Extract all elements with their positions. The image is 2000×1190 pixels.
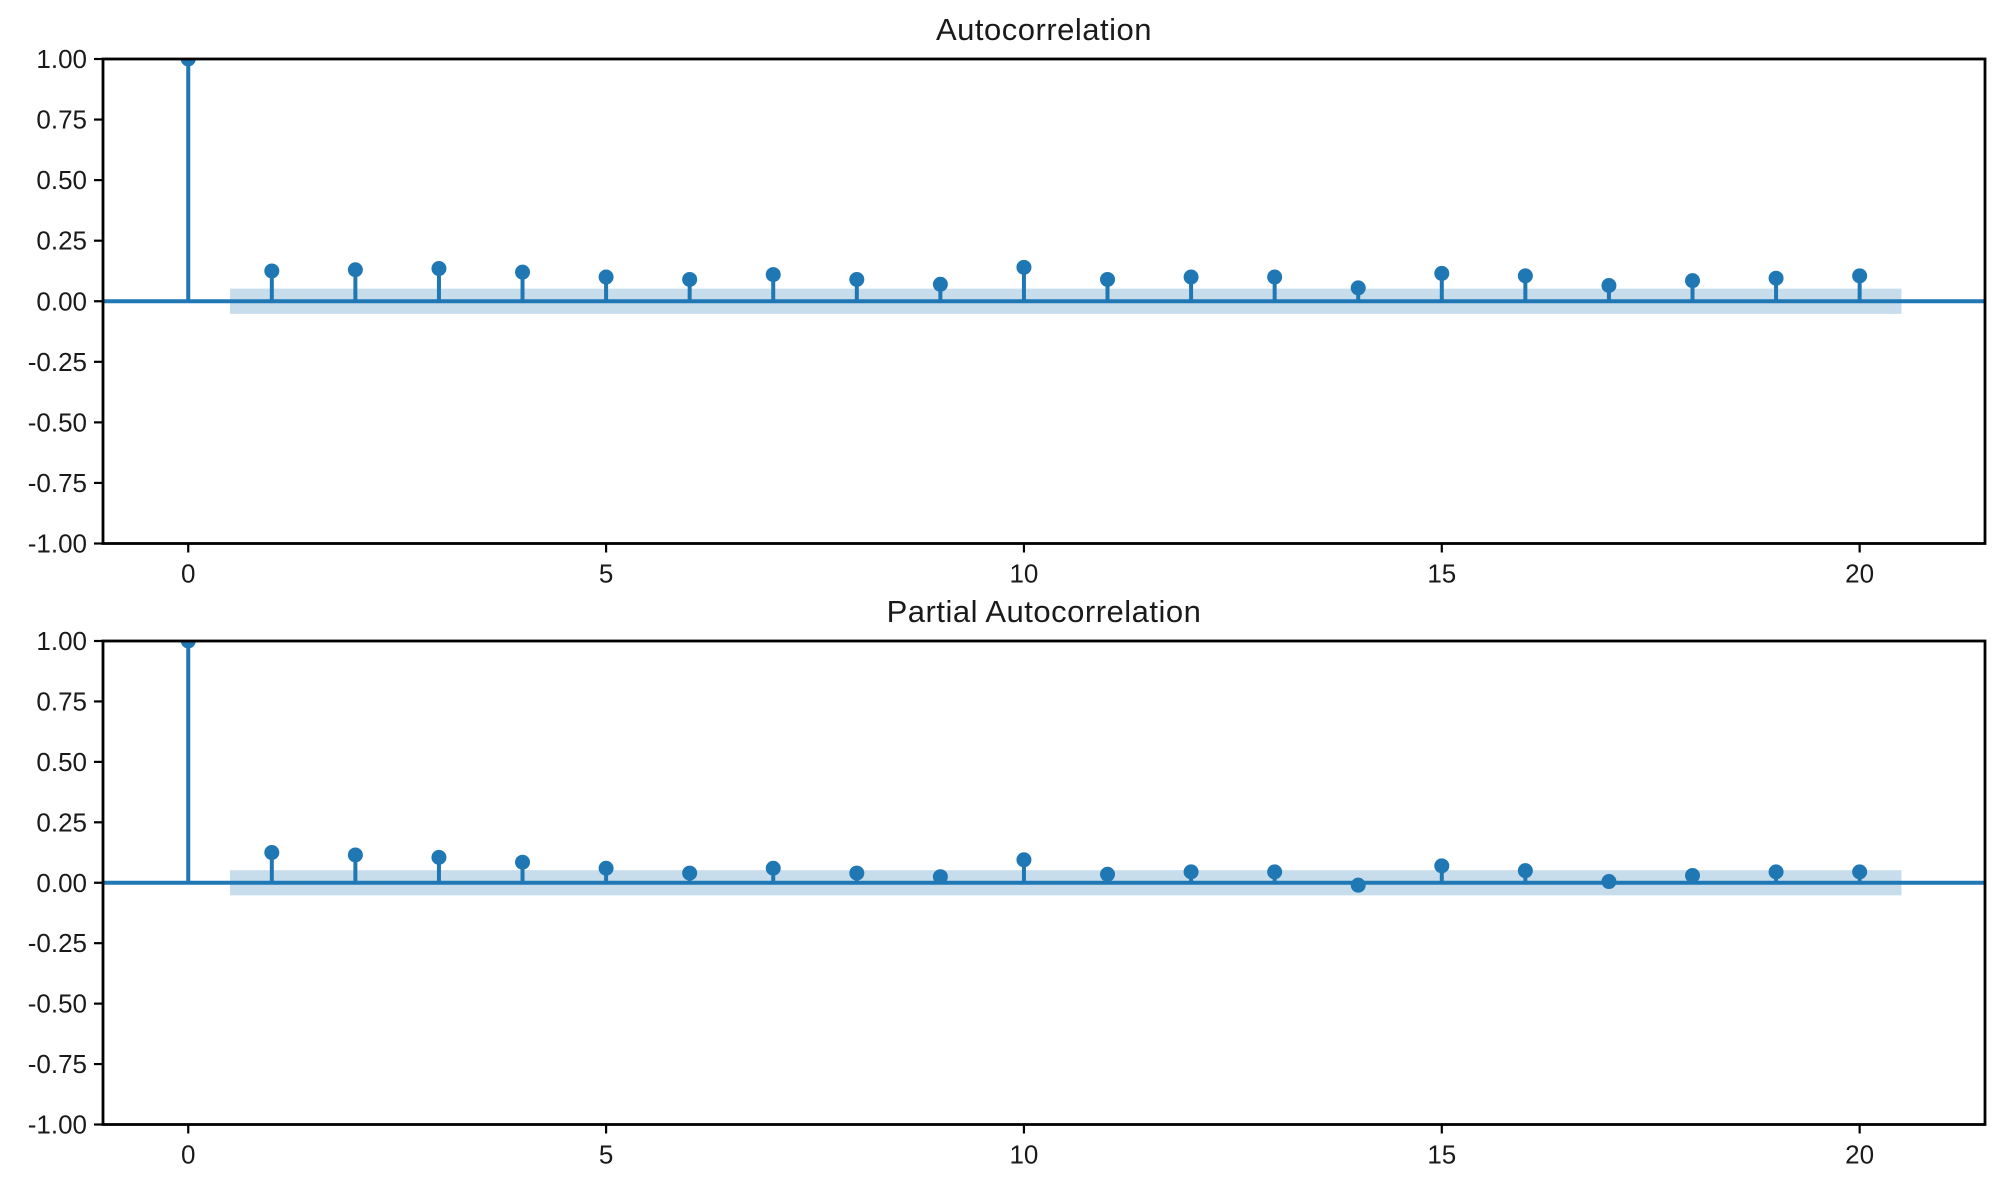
pacf-dot-lag-19 xyxy=(1768,864,1784,880)
acf-x-tick-label: 5 xyxy=(599,559,613,589)
acf-dot-lag-8 xyxy=(849,271,865,287)
acf-x-tick-label: 20 xyxy=(1845,559,1874,589)
acf-dot-lag-10 xyxy=(1016,259,1032,275)
pacf-dot-lag-18 xyxy=(1685,867,1701,883)
acf-x-tick-label: 0 xyxy=(181,559,195,589)
pacf-x-tick-label: 15 xyxy=(1427,1140,1456,1170)
pacf-dot-lag-11 xyxy=(1100,866,1116,882)
pacf-dot-lag-14 xyxy=(1350,877,1366,893)
pacf-stems-group xyxy=(180,641,1868,893)
pacf-dot-lag-1 xyxy=(264,845,280,861)
pacf-dot-lag-2 xyxy=(347,847,363,863)
pacf-dot-lag-13 xyxy=(1267,864,1283,880)
pacf-dot-lag-5 xyxy=(598,860,614,876)
pacf-dot-lag-16 xyxy=(1517,863,1533,879)
acf-dot-lag-9 xyxy=(932,276,948,292)
acf-dot-lag-2 xyxy=(347,262,363,278)
pacf-y-tick-label: -0.25 xyxy=(28,928,87,958)
acf-dot-lag-15 xyxy=(1434,265,1450,281)
pacf-y-tick-label: -0.75 xyxy=(28,1049,87,1079)
pacf-dot-lag-8 xyxy=(849,865,865,881)
pacf-dot-lag-3 xyxy=(431,849,447,865)
pacf-dot-lag-0 xyxy=(180,641,196,649)
acf-y-tick-label: -0.50 xyxy=(28,407,87,437)
acf-dot-lag-4 xyxy=(515,264,531,280)
acf-y-tick-label: 0.75 xyxy=(36,105,87,135)
pacf-dot-lag-7 xyxy=(765,860,781,876)
acf-y-tick-label: 0.50 xyxy=(36,165,87,195)
pacf-x-tick-label: 20 xyxy=(1845,1140,1874,1170)
acf-stems-group xyxy=(180,59,1868,302)
acf-y-tick-label: 0.00 xyxy=(36,286,87,316)
acf-x-tick-label: 15 xyxy=(1427,559,1456,589)
pacf-dot-lag-6 xyxy=(682,865,698,881)
acf-dot-lag-0 xyxy=(180,59,196,67)
pacf-dot-lag-10 xyxy=(1016,852,1032,868)
pacf-y-tick-label: -0.50 xyxy=(28,989,87,1019)
pacf-y-tick-label: 1.00 xyxy=(36,626,87,656)
acf-dot-lag-17 xyxy=(1601,278,1617,294)
acf-dot-lag-13 xyxy=(1267,269,1283,285)
acf-y-tick-label: -0.25 xyxy=(28,347,87,377)
pacf-y-tick-label: 0.25 xyxy=(36,807,87,837)
acf-dot-lag-7 xyxy=(765,267,781,283)
acf-y-tick-label: -1.00 xyxy=(28,529,87,559)
acf-dot-lag-20 xyxy=(1852,268,1868,284)
acf-dot-lag-16 xyxy=(1517,268,1533,284)
acf-y-tick-label: 0.25 xyxy=(36,226,87,256)
acf-dot-lag-3 xyxy=(431,261,447,277)
acf-dot-lag-6 xyxy=(682,271,698,287)
acf-y-tick-label: -0.75 xyxy=(28,468,87,498)
acf-title: Autocorrelation xyxy=(935,12,1152,47)
acf-dot-lag-5 xyxy=(598,269,614,285)
acf-dot-lag-14 xyxy=(1350,280,1366,296)
pacf-x-tick-label: 10 xyxy=(1009,1140,1038,1170)
pacf-dot-lag-12 xyxy=(1183,864,1199,880)
acf-dot-lag-19 xyxy=(1768,270,1784,286)
acf-dot-lag-18 xyxy=(1685,273,1701,289)
pacf-dot-lag-9 xyxy=(932,869,948,885)
acf-dot-lag-11 xyxy=(1100,271,1116,287)
pacf-dot-lag-17 xyxy=(1601,874,1617,890)
pacf-y-tick-label: 0.75 xyxy=(36,686,87,716)
pacf-x-tick-label: 5 xyxy=(599,1140,613,1170)
pacf-y-tick-label: -1.00 xyxy=(28,1110,87,1140)
pacf-dot-lag-20 xyxy=(1852,864,1868,880)
acf-dot-lag-12 xyxy=(1183,269,1199,285)
pacf-x-tick-label: 0 xyxy=(181,1140,195,1170)
pacf-y-tick-label: 0.50 xyxy=(36,747,87,777)
pacf-title: Partial Autocorrelation xyxy=(886,594,1202,629)
acf-dot-lag-1 xyxy=(264,263,280,279)
acf-x-tick-label: 10 xyxy=(1009,559,1038,589)
pacf-dot-lag-15 xyxy=(1434,858,1450,874)
acf-y-tick-label: 1.00 xyxy=(36,44,87,74)
pacf-dot-lag-4 xyxy=(515,854,531,870)
pacf-y-tick-label: 0.00 xyxy=(36,868,87,898)
